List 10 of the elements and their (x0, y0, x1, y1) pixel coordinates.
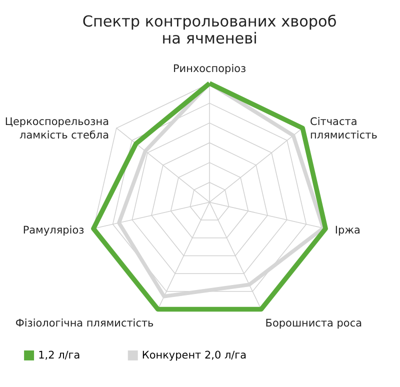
spoke-label: Іржа (334, 224, 360, 237)
legend-label: 1,2 л/га (38, 349, 80, 362)
spoke-label: Рамуляріоз (22, 224, 84, 237)
spoke-label: Сітчаста плямистість (310, 116, 378, 142)
spoke-label: Ринхоспоріоз (172, 62, 246, 75)
chart-title: Спектр контрольованих хвороб на ячменеві (82, 12, 337, 48)
spoke-label: Борошниста роса (265, 317, 362, 330)
legend-label: Конкурент 2,0 л/га (142, 349, 247, 362)
spoke-label: Церкоспорельозна ламкість стебла (4, 116, 110, 142)
spoke-label: Фізіологічна плямистість (15, 317, 154, 330)
